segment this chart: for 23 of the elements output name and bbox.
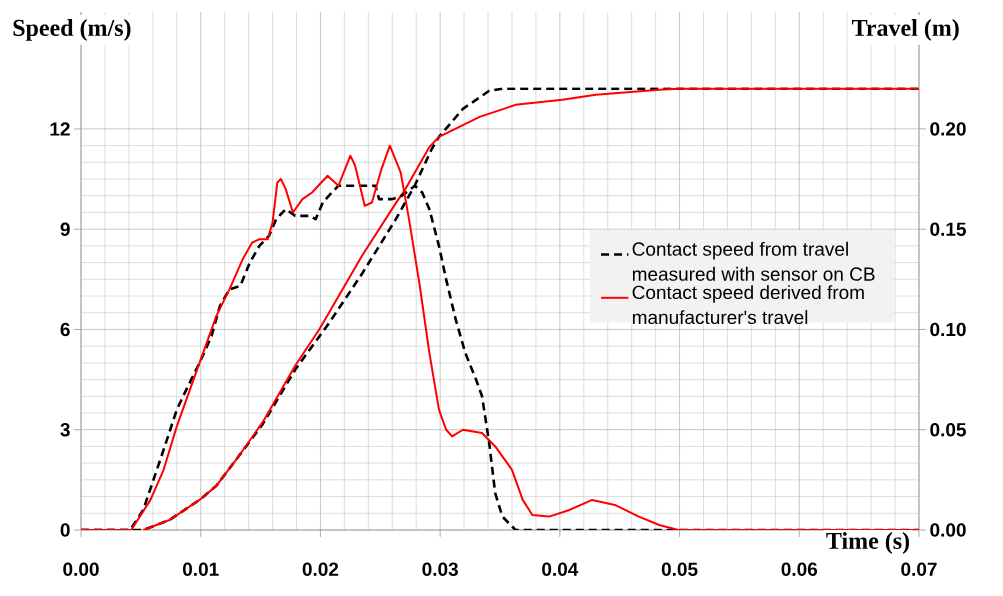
x-axis-title: Time (s) xyxy=(826,532,910,554)
x-tick-label: 0.05 xyxy=(661,562,698,576)
y2-tick-label: 0.10 xyxy=(930,322,966,337)
x-tick-label: 0.07 xyxy=(901,562,937,576)
y2-tick-label: 0.15 xyxy=(930,222,966,236)
x-tick-label: 0.03 xyxy=(422,562,458,577)
y2-tick-label: 0.00 xyxy=(930,523,966,537)
x-tick-label: 0.06 xyxy=(781,562,818,576)
legend-label: Contact speed from travel measured with sensor on CB xyxy=(632,241,875,281)
y2-axis-title: Travel (m) xyxy=(852,19,959,41)
x-tick-label: 0.02 xyxy=(302,562,339,576)
y2-tick-label: 0.20 xyxy=(930,122,966,136)
y-tick-label: 3 xyxy=(60,422,70,437)
y-tick-label: 6 xyxy=(60,322,70,337)
legend-label: Contact speed derived from manufacturer's travel xyxy=(632,285,864,325)
y-tick-label: 0 xyxy=(60,523,70,537)
x-tick-label: 0.01 xyxy=(182,562,219,576)
y-tick-label: 9 xyxy=(60,222,70,236)
x-tick-label: 0.00 xyxy=(63,562,99,576)
x-tick-label: 0.04 xyxy=(542,562,579,576)
y-tick-label: 12 xyxy=(50,122,70,136)
y-axis-title: Speed (m/s) xyxy=(13,19,131,41)
y2-tick-label: 0.05 xyxy=(930,422,966,437)
